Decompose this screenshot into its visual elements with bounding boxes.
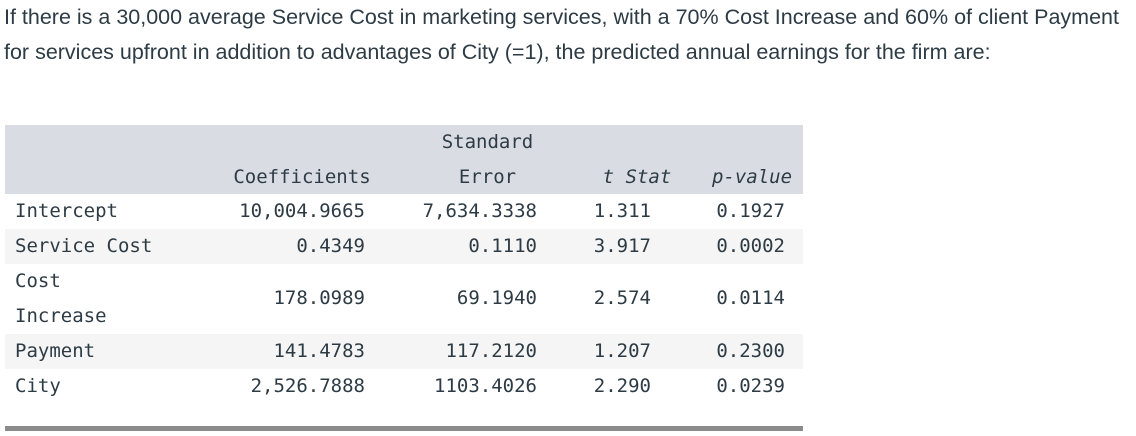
coefficient-cell: 0.4349 bbox=[296, 235, 365, 257]
p-value-cell: 0.0114 bbox=[716, 287, 785, 309]
coefficient-cell: 2,526.7888 bbox=[250, 375, 365, 397]
row-label-line1: Cost bbox=[15, 270, 61, 292]
t-stat-cell: 3.917 bbox=[593, 235, 651, 257]
table-row: Payment 141.4783 117.2120 1.207 0.2300 bbox=[5, 334, 803, 369]
table-row: Intercept 10,004.9665 7,634.3338 1.311 0… bbox=[5, 194, 803, 229]
std-error-cell: 117.2120 bbox=[445, 340, 537, 362]
t-stat-cell: 1.311 bbox=[593, 200, 651, 222]
header-coefficients: Coefficients bbox=[233, 166, 371, 188]
t-stat-cell: 2.574 bbox=[593, 287, 651, 309]
row-label: Service Cost bbox=[15, 235, 153, 257]
std-error-cell: 0.1110 bbox=[468, 235, 537, 257]
std-error-cell: 69.1940 bbox=[456, 287, 537, 309]
table-bottom-rule bbox=[5, 426, 803, 431]
p-value-cell: 0.1927 bbox=[716, 200, 785, 222]
table-row: Service Cost 0.4349 0.1110 3.917 0.0002 bbox=[5, 229, 803, 264]
std-error-cell: 1103.4026 bbox=[434, 375, 537, 397]
row-label: Payment bbox=[15, 340, 96, 362]
table-row: City 2,526.7888 1103.4026 2.290 0.0239 bbox=[5, 369, 803, 404]
p-value-cell: 0.0239 bbox=[716, 375, 785, 397]
coefficient-cell: 178.0989 bbox=[273, 287, 365, 309]
t-stat-cell: 1.207 bbox=[593, 340, 651, 362]
table-row: Cost Increase 178.0989 69.1940 2.574 0.0… bbox=[5, 264, 803, 334]
regression-table: Coefficients Standard Error t Stat p-val… bbox=[5, 125, 803, 431]
t-stat-cell: 2.290 bbox=[593, 375, 651, 397]
std-error-cell: 7,634.3338 bbox=[422, 200, 537, 222]
p-value-cell: 0.2300 bbox=[716, 340, 785, 362]
p-value-cell: 0.0002 bbox=[716, 235, 785, 257]
table-bottom-spacer bbox=[5, 404, 803, 426]
row-label: Intercept bbox=[15, 200, 118, 222]
coefficient-cell: 10,004.9665 bbox=[239, 200, 365, 222]
row-label-line2: Increase bbox=[15, 305, 107, 327]
header-p-value: p-value bbox=[711, 166, 793, 188]
coefficient-cell: 141.4783 bbox=[273, 340, 365, 362]
question-text: If there is a 30,000 average Service Cos… bbox=[4, 5, 1119, 64]
header-standard-error-line1: Standard bbox=[441, 131, 534, 153]
row-label: City bbox=[15, 375, 61, 397]
header-t-stat: t Stat bbox=[602, 166, 672, 188]
header-standard-error-line2: Error bbox=[458, 166, 517, 188]
table-header: Coefficients Standard Error t Stat p-val… bbox=[5, 125, 803, 194]
